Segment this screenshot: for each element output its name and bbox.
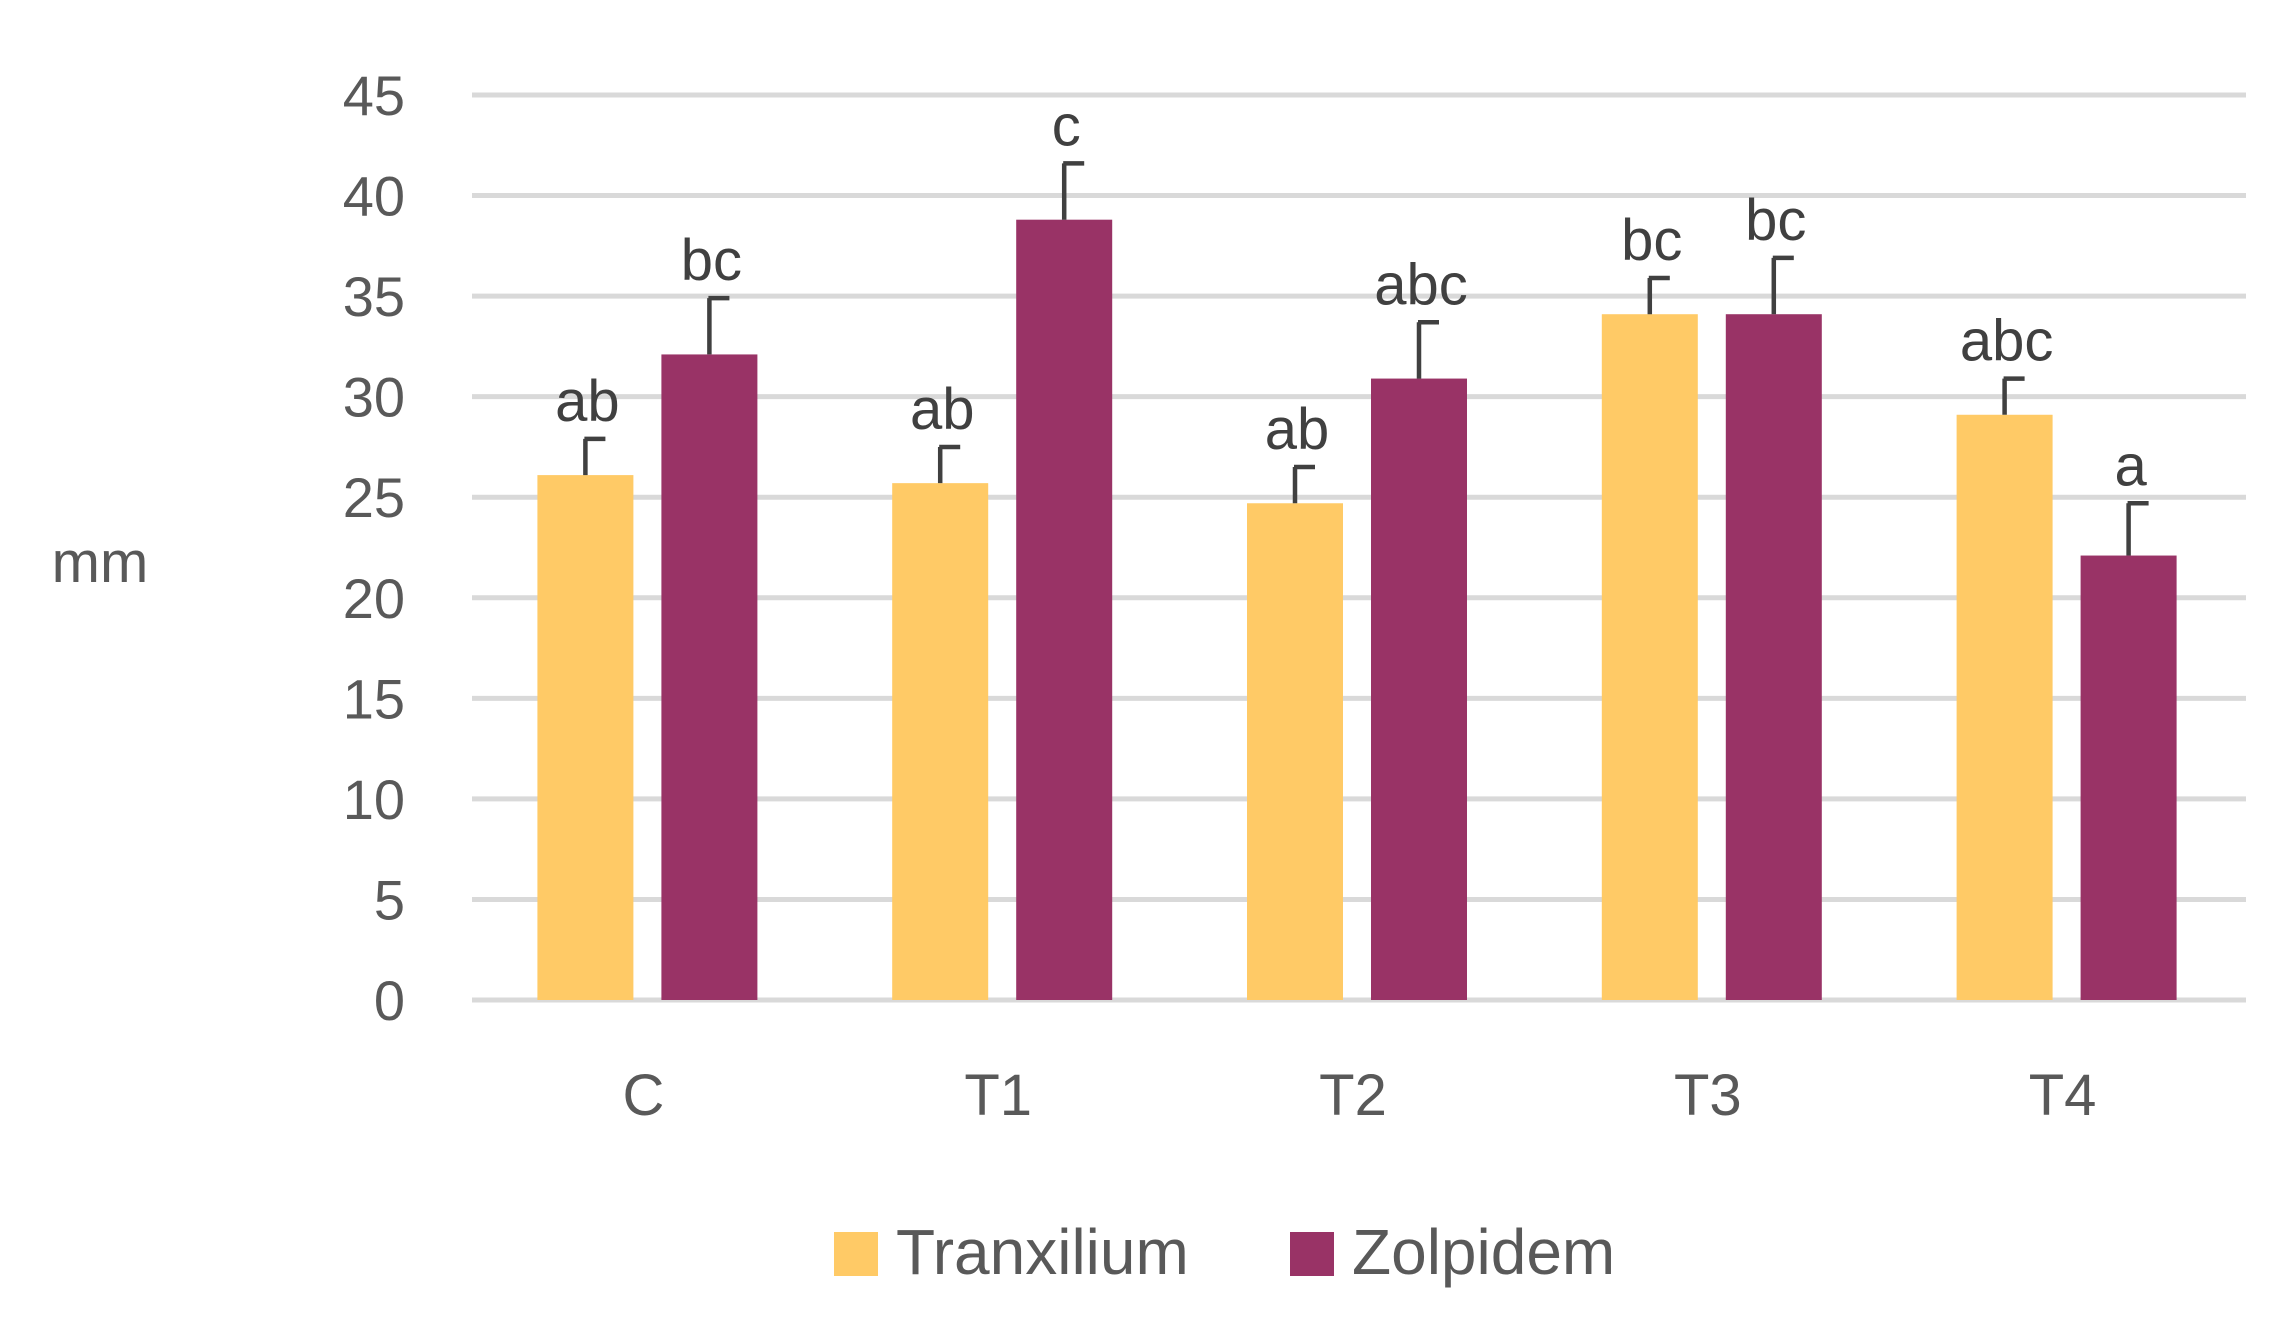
error-bar bbox=[707, 295, 730, 355]
x-category-label: T4 bbox=[2029, 1063, 2097, 1128]
error-bar bbox=[1647, 275, 1670, 315]
significance-label: abc bbox=[1960, 309, 2054, 374]
x-axis-categories: C T1 T2 T3 T4 bbox=[622, 1063, 2096, 1128]
y-tick-label: 40 bbox=[343, 165, 405, 228]
significance-label: bc bbox=[681, 228, 742, 293]
significance-label: ab bbox=[1265, 397, 1330, 462]
x-category-label: T2 bbox=[1319, 1063, 1387, 1128]
y-axis-label: mm bbox=[52, 530, 149, 595]
error-bar bbox=[1292, 464, 1315, 504]
y-tick-label: 20 bbox=[343, 567, 405, 630]
bar-tranxilium-t4 bbox=[1956, 414, 2053, 1000]
error-bar bbox=[583, 436, 606, 476]
error-bar bbox=[1061, 161, 1085, 220]
gridlines bbox=[472, 92, 2246, 1003]
bar-zolpidem-t1 bbox=[1016, 219, 1113, 1000]
y-tick-label: 25 bbox=[343, 466, 405, 529]
error-bar bbox=[1416, 320, 1439, 379]
bar-tranxilium-t1 bbox=[892, 483, 989, 1001]
bar-zolpidem-t2 bbox=[1371, 378, 1467, 1001]
significance-label: bc bbox=[1621, 208, 1682, 273]
x-category-label: T3 bbox=[1674, 1063, 1742, 1128]
legend-label-zolpidem: Zolpidem bbox=[1352, 1216, 1615, 1288]
y-tick-label: 15 bbox=[343, 667, 405, 730]
bar-zolpidem-c bbox=[661, 354, 758, 1000]
y-axis-ticks: 0 5 10 15 20 25 30 35 40 45 bbox=[343, 64, 405, 1032]
significance-label: ab bbox=[910, 377, 975, 442]
bars bbox=[537, 219, 2177, 1001]
legend-swatch-tranxilium bbox=[834, 1232, 878, 1276]
error-bars bbox=[583, 161, 2149, 556]
significance-label: abc bbox=[1374, 252, 1468, 317]
significance-label: c bbox=[1052, 93, 1081, 158]
bar-tranxilium-c bbox=[537, 475, 634, 1001]
y-tick-label: 5 bbox=[374, 868, 405, 931]
legend-label-tranxilium: Tranxilium bbox=[896, 1216, 1189, 1288]
y-tick-label: 35 bbox=[343, 265, 405, 328]
y-tick-label: 0 bbox=[374, 969, 405, 1032]
y-tick-label: 45 bbox=[343, 64, 405, 127]
error-bar bbox=[1771, 255, 1794, 315]
error-bar bbox=[2002, 376, 2025, 415]
bar-zolpidem-t4 bbox=[2080, 555, 2177, 1000]
error-bar bbox=[2126, 501, 2149, 556]
error-bar bbox=[937, 444, 961, 484]
significance-label: ab bbox=[555, 369, 620, 434]
significance-label: bc bbox=[1745, 188, 1806, 253]
bar-zolpidem-t3 bbox=[1725, 314, 1822, 1000]
significance-label: a bbox=[2114, 433, 2147, 498]
y-tick-label: 30 bbox=[343, 366, 405, 429]
bar-tranxilium-t2 bbox=[1247, 503, 1343, 1000]
x-category-label: T1 bbox=[964, 1063, 1032, 1128]
bar-tranxilium-t3 bbox=[1601, 314, 1698, 1000]
legend: Tranxilium Zolpidem bbox=[834, 1216, 1615, 1288]
x-category-label: C bbox=[622, 1063, 664, 1128]
y-tick-label: 10 bbox=[343, 768, 405, 831]
legend-swatch-zolpidem bbox=[1290, 1232, 1334, 1276]
